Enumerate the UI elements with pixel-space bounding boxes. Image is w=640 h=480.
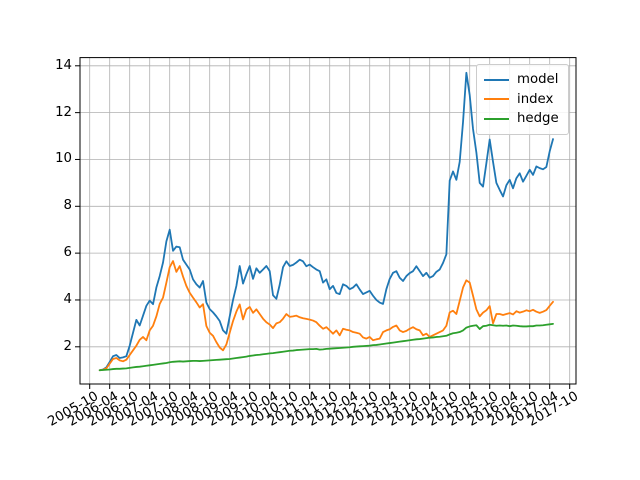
y-tick-label: 4 — [63, 291, 72, 307]
y-tick-label: 10 — [55, 151, 72, 167]
legend-item-model: model — [484, 70, 559, 90]
legend-label-hedge: hedge — [517, 111, 559, 127]
index-line — [98, 260, 554, 372]
legend: model index hedge — [476, 64, 569, 135]
model-line — [98, 71, 554, 372]
hedge-line-swatch — [484, 117, 509, 120]
y-tick-label: 2 — [63, 338, 72, 354]
legend-item-hedge: hedge — [484, 109, 559, 129]
model-line-swatch — [484, 78, 509, 81]
plot-area — [79, 57, 577, 385]
legend-item-index: index — [484, 90, 559, 110]
legend-label-model: model — [517, 72, 559, 88]
y-tick-label: 12 — [55, 104, 72, 120]
y-tick-label: 14 — [55, 57, 72, 73]
legend-label-index: index — [517, 91, 554, 107]
hedge-line — [98, 322, 554, 372]
index-line-swatch — [484, 98, 509, 101]
y-tick-label: 6 — [63, 245, 72, 261]
y-tick-label: 8 — [63, 198, 72, 214]
